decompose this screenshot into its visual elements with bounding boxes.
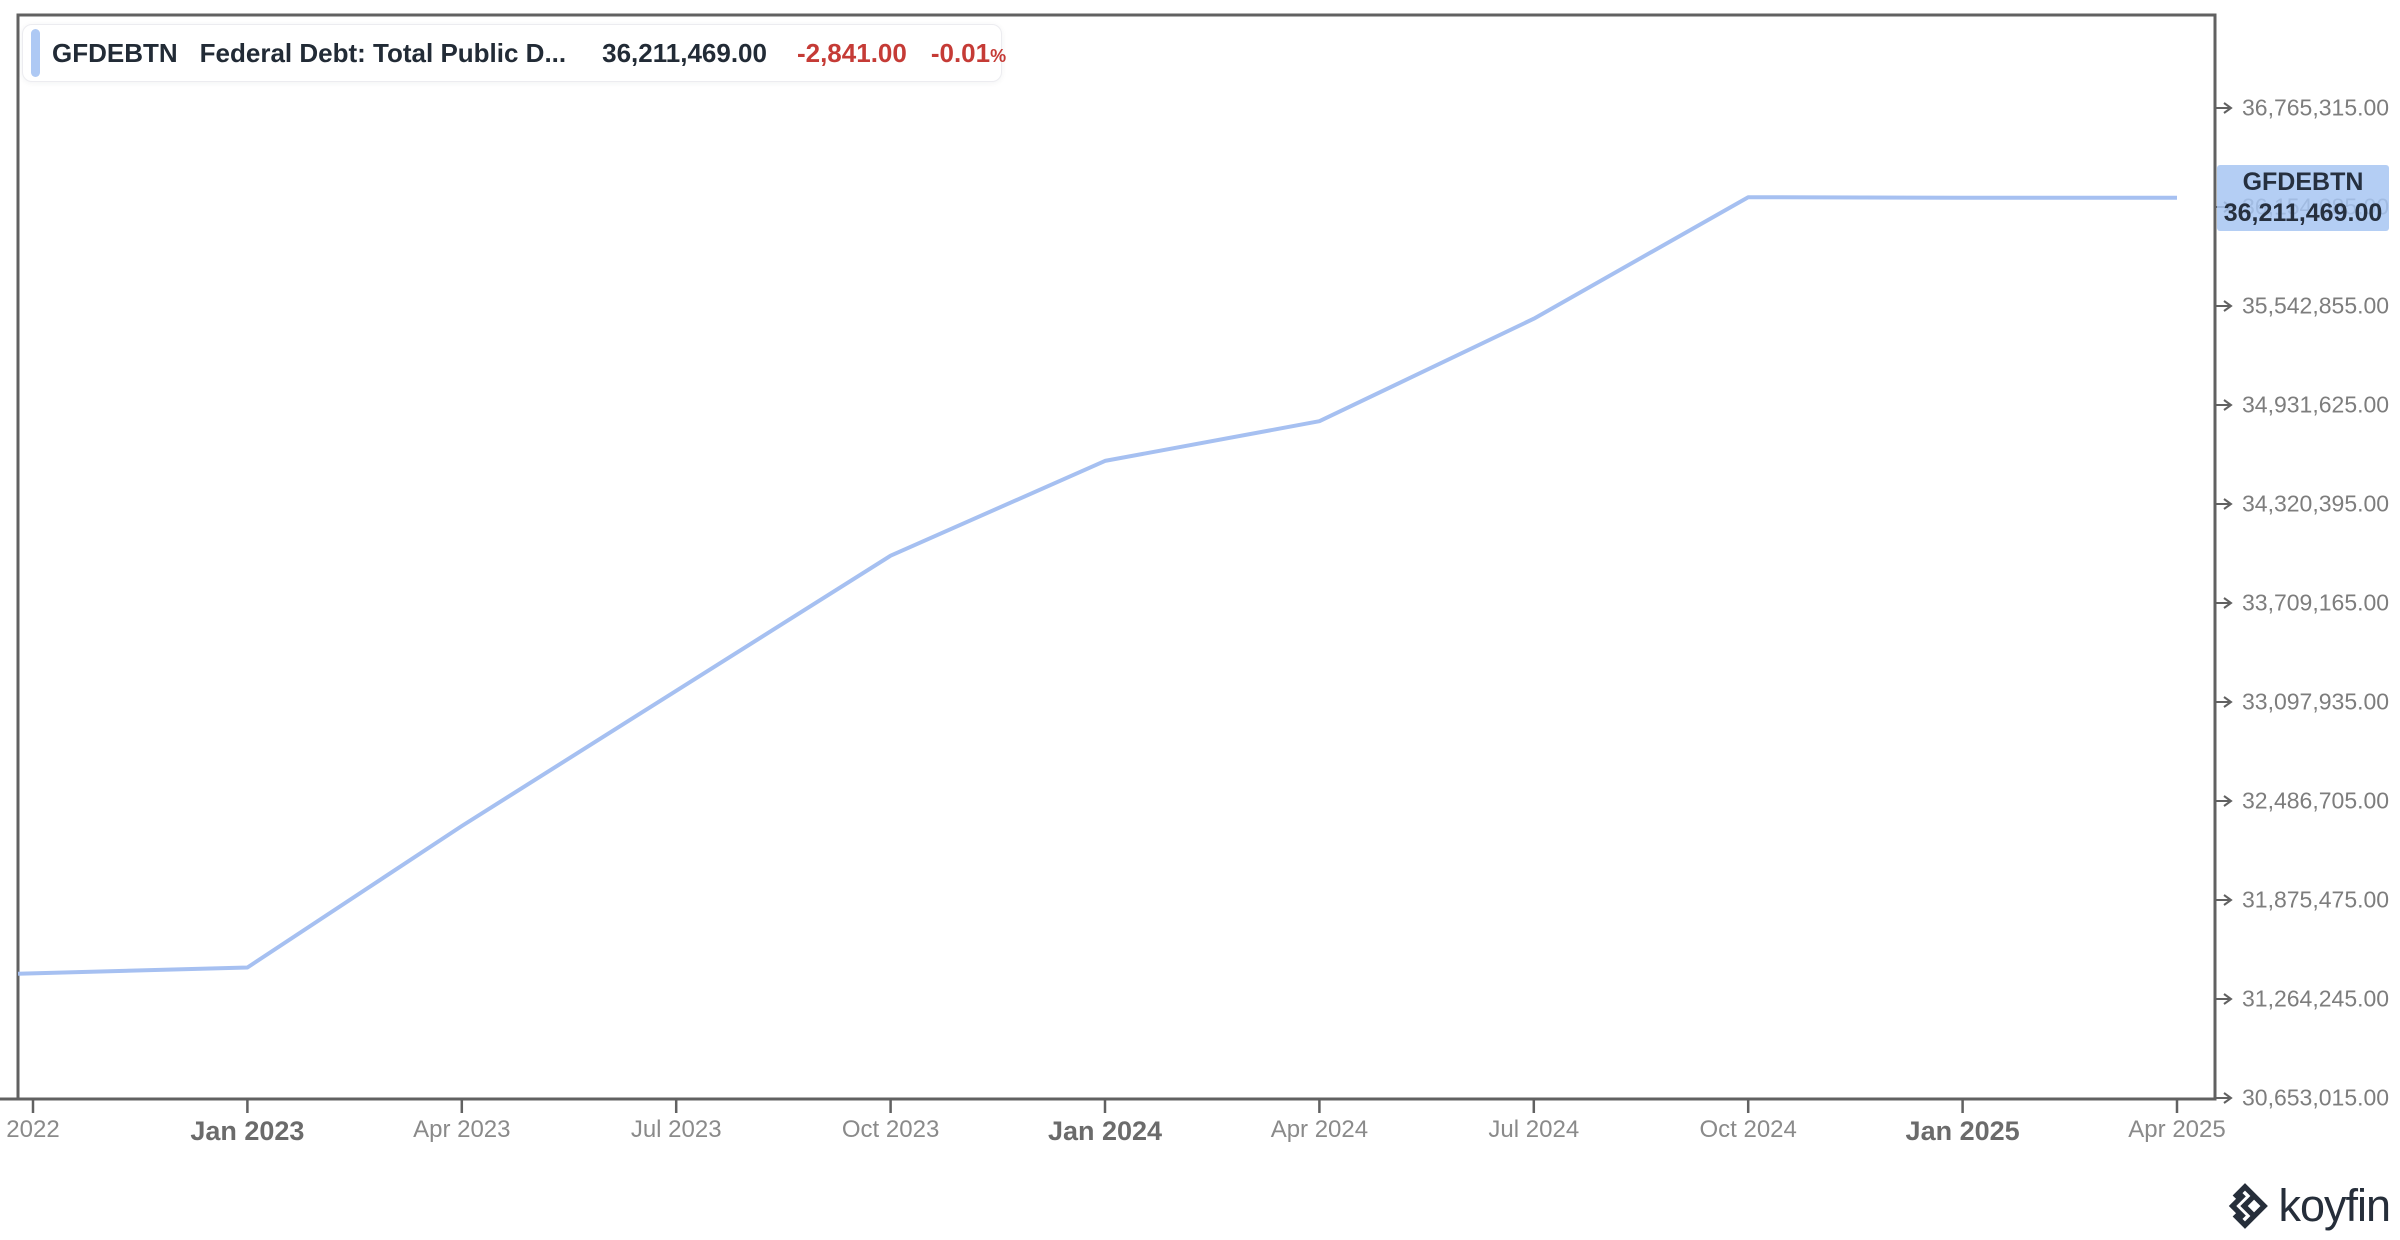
y-axis-label: 31,264,245.00	[2242, 985, 2390, 1012]
koyfin-wordmark: koyfin	[2278, 1180, 2391, 1231]
y-axis-label: 31,875,475.00	[2242, 886, 2390, 913]
legend-series-name: Federal Debt: Total Public D...	[199, 37, 567, 68]
percent-sign: %	[990, 45, 1007, 66]
x-axis-label: Apr 2024	[1270, 1116, 1369, 1143]
y-tick-arrow-icon	[2223, 597, 2233, 609]
y-axis-label: 32,486,705.00	[2242, 787, 2390, 814]
x-axis-label: Jan 2024	[1047, 1116, 1163, 1146]
y-axis-label: 30,653,015.00	[2242, 1084, 2390, 1111]
legend-change: -2,841.00	[796, 37, 907, 68]
last-price-badge: GFDEBTN 36,211,469.00	[2217, 164, 2389, 231]
x-axis-label: Oct 2024	[1699, 1116, 1797, 1143]
y-tick-arrow-icon	[2223, 300, 2233, 312]
y-axis-label: 33,097,935.00	[2242, 688, 2390, 715]
x-axis-label: Jan 2025	[1905, 1116, 2020, 1146]
y-axis-label: 33,709,165.00	[2242, 589, 2390, 616]
y-tick-arrow-icon	[2223, 1092, 2233, 1104]
y-axis-label: 34,320,395.00	[2242, 490, 2390, 517]
legend-last-value: 36,211,469.00	[602, 37, 767, 68]
x-axis-label: Oct 2023	[841, 1116, 940, 1143]
y-tick-arrow-icon	[2223, 498, 2233, 510]
y-tick-arrow-icon	[2223, 696, 2233, 708]
x-axis-label: 2022	[6, 1116, 60, 1143]
legend-ticker: GFDEBTN	[52, 37, 178, 68]
y-tick-arrow-icon	[2223, 102, 2233, 114]
y-tick-arrow-icon	[2223, 894, 2233, 906]
y-axis-label: 34,931,625.00	[2242, 391, 2390, 418]
badge-value: 36,211,469.00	[2223, 198, 2383, 227]
y-tick-arrow-icon	[2223, 993, 2233, 1005]
y-tick-arrow-icon	[2223, 399, 2233, 411]
x-axis-label: Apr 2025	[2128, 1116, 2226, 1143]
y-axis-label: 35,542,855.00	[2242, 292, 2390, 319]
koyfin-logo-icon	[2229, 1183, 2269, 1229]
badge-ticker: GFDEBTN	[2242, 167, 2364, 196]
koyfin-watermark: koyfin	[2222, 1180, 2391, 1232]
price-line-series	[17, 195, 2177, 976]
y-axis-label: 36,765,315.00	[2242, 94, 2390, 121]
x-axis-label: Jul 2024	[1488, 1116, 1580, 1143]
legend-change-percent: -0.01%	[930, 37, 1007, 68]
y-tick-arrow-icon	[2223, 795, 2233, 807]
chart-frame	[16, 13, 2217, 1101]
x-axis-label: Apr 2023	[413, 1116, 511, 1143]
x-axis-label: Jul 2023	[630, 1116, 722, 1143]
x-axis-label: Jan 2023	[190, 1116, 305, 1146]
series-color-bar	[31, 29, 40, 77]
legend-row[interactable]: GFDEBTN Federal Debt: Total Public D... …	[22, 24, 1006, 82]
